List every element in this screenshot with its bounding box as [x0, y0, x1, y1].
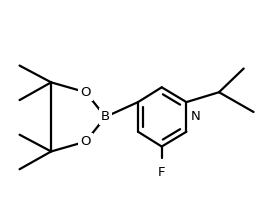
Text: F: F	[158, 166, 165, 179]
Text: N: N	[190, 110, 200, 123]
Text: O: O	[80, 86, 91, 99]
Text: O: O	[80, 135, 91, 148]
Text: F: F	[158, 166, 165, 179]
Text: B: B	[101, 110, 110, 123]
Text: N: N	[190, 110, 200, 123]
